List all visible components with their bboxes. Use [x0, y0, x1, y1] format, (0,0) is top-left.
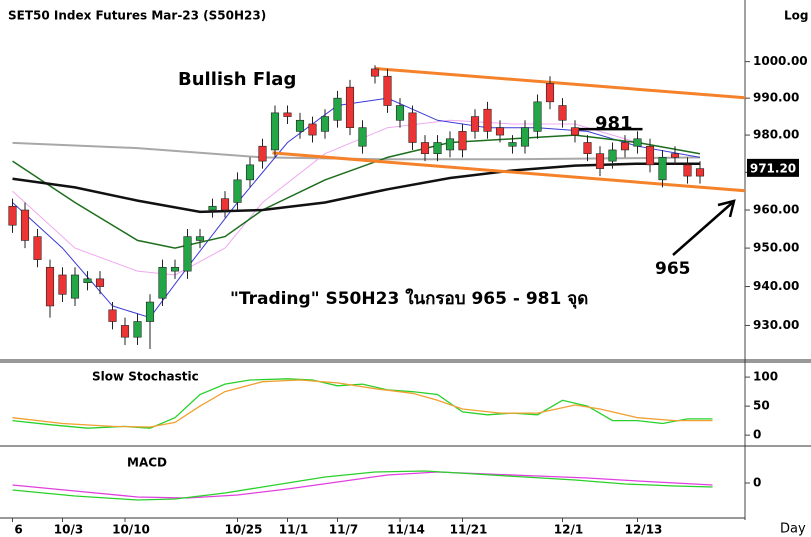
candle-body	[408, 112, 417, 143]
candle-body	[633, 138, 642, 147]
last-price-label: 971.20	[750, 161, 796, 175]
candle-body	[108, 309, 117, 322]
candle-body	[170, 266, 180, 272]
candle-body	[320, 116, 330, 132]
candle-body	[395, 105, 405, 121]
candle-body	[158, 266, 167, 299]
candle-body	[345, 86, 355, 128]
candle-body	[433, 142, 442, 154]
line-series	[12, 470, 713, 501]
annotation: Bullish Flag	[178, 69, 296, 90]
y-tick-label: 980.00	[753, 128, 799, 142]
candle-body	[558, 105, 567, 121]
candle-body	[520, 127, 530, 147]
x-tick-label: 11/1	[279, 523, 308, 537]
annotation: "Trading" S50H23 ในกรอบ 965 - 981 จุด	[230, 288, 588, 309]
candle-body	[208, 205, 217, 211]
arrow	[672, 202, 733, 256]
y-tick-label: 0	[753, 428, 761, 442]
last-price-box	[747, 158, 799, 177]
line-series	[12, 471, 713, 499]
candle-body	[120, 325, 130, 338]
candle-body	[33, 236, 42, 260]
x-tick-label: 10/10	[112, 523, 150, 537]
x-axis-label: Day	[780, 522, 806, 537]
candle-body	[695, 168, 705, 177]
y-tick-label: 950.00	[753, 241, 799, 255]
candle-body	[45, 266, 55, 307]
candle-body	[670, 153, 680, 158]
y-tick-label: 0	[753, 476, 761, 490]
candle-body	[370, 68, 380, 77]
x-tick-label: 11/7	[329, 523, 358, 537]
line-series	[272, 151, 746, 193]
y-tick-label: 100	[753, 370, 778, 384]
y-tick-label: 990.00	[753, 91, 799, 105]
candle-body	[508, 142, 517, 147]
candle-body	[283, 112, 292, 117]
candle-body	[83, 278, 92, 283]
line-series	[12, 162, 700, 214]
line-series	[374, 67, 746, 100]
candle-body	[245, 164, 255, 181]
arrow-head	[717, 199, 736, 218]
line-series	[12, 141, 701, 161]
candle-body	[195, 236, 205, 241]
annotation: 965	[655, 259, 691, 279]
candle-body	[470, 116, 480, 132]
candle-body	[270, 112, 280, 151]
candle-body	[545, 83, 555, 103]
candle-body	[20, 209, 30, 241]
candle-body	[458, 131, 467, 151]
candle-body	[495, 127, 505, 136]
candle-body	[620, 142, 630, 151]
candle-body	[308, 123, 317, 136]
chart-title: SET50 Index Futures Mar-23 (S50H23)	[8, 9, 266, 23]
candle-body	[683, 164, 692, 177]
candle-body	[295, 119, 305, 132]
y-tick-label: 940.00	[753, 279, 799, 293]
candle-body	[58, 274, 67, 295]
candle-body	[595, 153, 605, 169]
x-tick-label: 12/1	[554, 523, 583, 537]
x-tick-label: 11/21	[450, 523, 488, 537]
x-tick-label: 12/13	[625, 523, 663, 537]
candle-body	[8, 205, 17, 226]
axis-label: Log	[784, 9, 808, 23]
candle-body	[220, 198, 230, 211]
candle-body	[533, 101, 542, 132]
candle-body	[70, 274, 80, 299]
annotation: 981	[595, 113, 633, 134]
x-tick-label: 6	[14, 523, 22, 537]
candle-body	[183, 236, 192, 272]
x-tick-label: 11/14	[387, 523, 425, 537]
candle-body	[333, 97, 342, 121]
x-tick-label: 10/25	[225, 523, 263, 537]
candle-body	[445, 138, 455, 151]
y-tick-label: 1000.00	[753, 54, 808, 68]
y-tick-label: 930.00	[753, 318, 799, 332]
candle-body	[483, 108, 492, 132]
candle-body	[383, 75, 392, 106]
candle-body	[233, 179, 242, 203]
candle-body	[608, 149, 617, 162]
y-tick-label: 960.00	[753, 203, 799, 217]
line-series	[12, 379, 713, 428]
y-tick-label: 50	[753, 399, 770, 413]
candle-body	[645, 145, 655, 166]
candle-body	[95, 278, 105, 287]
panel-title: MACD	[127, 456, 167, 470]
x-tick-label: 10/3	[54, 523, 83, 537]
candle-body	[358, 127, 367, 147]
candle-body	[583, 142, 592, 154]
candle-body	[145, 301, 155, 322]
candle-body	[258, 145, 267, 162]
candle-body	[420, 142, 430, 154]
candle-body	[658, 157, 667, 181]
candle-body	[133, 321, 142, 338]
panel-title: Slow Stochastic	[92, 370, 199, 384]
candle-body	[570, 127, 580, 136]
